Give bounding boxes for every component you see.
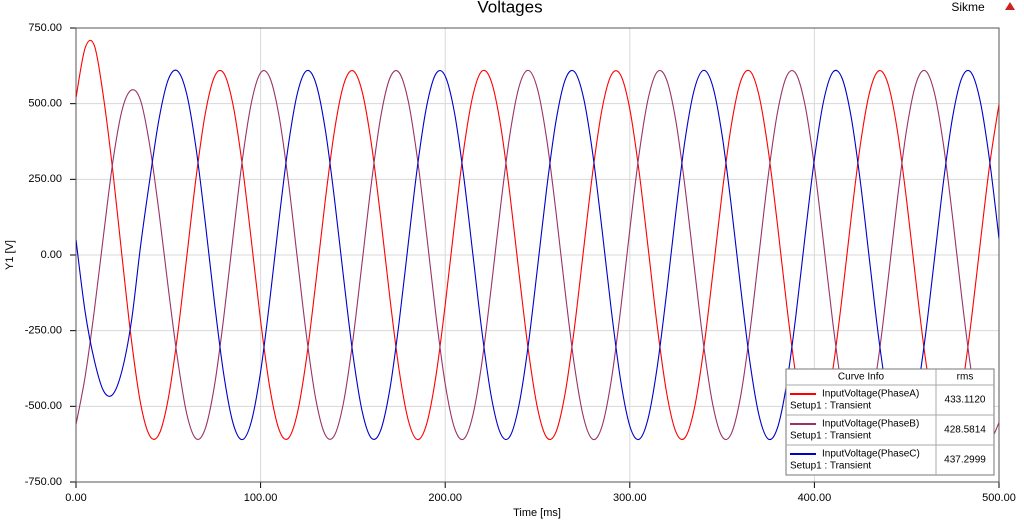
y-tick-label: -250.00 [25, 325, 62, 337]
plot-frame [75, 27, 1000, 483]
y-tick-label: 500.00 [28, 98, 62, 110]
chart-title: Voltages [477, 0, 542, 16]
corner-label: Sikme [951, 0, 985, 14]
x-tick-label: 100.00 [244, 492, 278, 504]
series-line [76, 39, 999, 441]
legend-name: InputVoltage(PhaseC) [822, 449, 920, 460]
legend-rms: 433.1120 [945, 395, 986, 406]
x-tick-label: 0.00 [65, 492, 86, 504]
legend-rms: 428.5814 [944, 425, 986, 436]
legend-name: InputVoltage(PhaseB) [822, 419, 919, 430]
x-tick-label: 200.00 [428, 492, 462, 504]
corner-icon [1005, 2, 1015, 10]
y-tick-label: -750.00 [25, 476, 62, 488]
legend-header: rms [957, 372, 974, 383]
series-line [76, 69, 999, 441]
y-tick-label: 250.00 [28, 173, 62, 185]
legend: Curve Info rmsInputVoltage(PhaseA)Setup1 … [785, 368, 995, 476]
legend-rms: 437.2999 [944, 455, 986, 466]
y-tick-label: -500.00 [25, 400, 62, 412]
x-tick-label: 400.00 [798, 492, 832, 504]
legend-name: InputVoltage(PhaseA) [822, 389, 919, 400]
legend-setup: Setup1 : Transient [790, 431, 871, 442]
x-tick-label: 500.00 [982, 492, 1016, 504]
x-tick-label: 300.00 [613, 492, 647, 504]
y-tick-label: 0.00 [41, 249, 62, 261]
y-tick-label: 750.00 [28, 22, 62, 34]
legend-header: Curve Info [838, 372, 885, 383]
y-axis-label: Y1 [V] [4, 240, 16, 270]
legend-setup: Setup1 : Transient [790, 461, 871, 472]
x-axis-label: Time [ms] [513, 507, 561, 519]
legend-setup: Setup1 : Transient [790, 401, 871, 412]
legend-box [785, 368, 995, 476]
